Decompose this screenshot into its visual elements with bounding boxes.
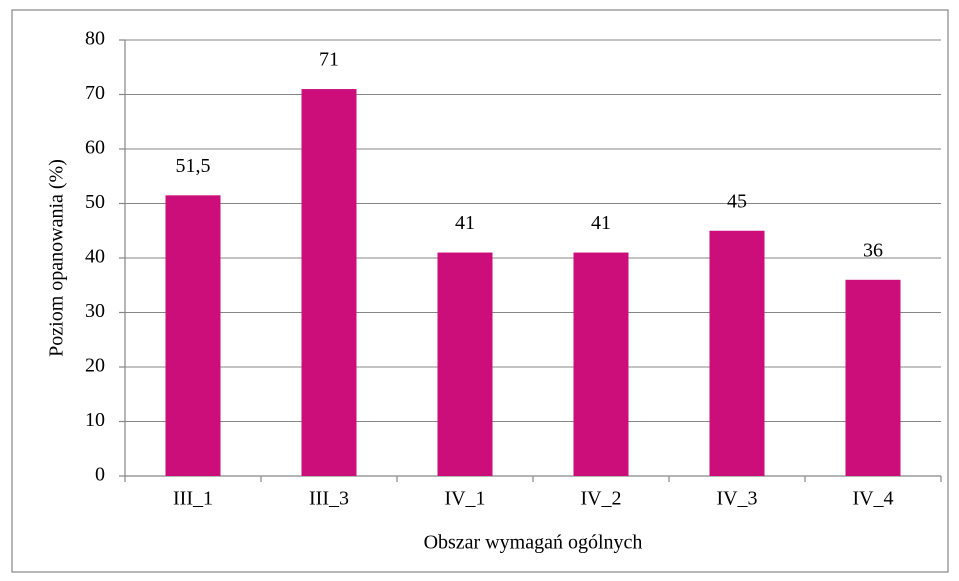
- x-tick-label: IV_4: [852, 488, 893, 510]
- data-label: 36: [863, 239, 883, 261]
- bar: [437, 252, 493, 476]
- data-label: 41: [591, 212, 611, 234]
- bar: [709, 230, 765, 476]
- bar: [165, 195, 221, 476]
- x-tick-label: IV_3: [716, 488, 757, 510]
- x-tick-label: III_3: [309, 488, 349, 510]
- y-tick-label: 30: [85, 300, 105, 322]
- data-label: 41: [455, 212, 475, 234]
- data-label: 51,5: [176, 155, 211, 177]
- chart-border: [11, 9, 949, 573]
- y-tick-label: 20: [85, 355, 105, 377]
- x-tick-label: IV_2: [580, 488, 621, 510]
- bar: [845, 279, 901, 476]
- y-tick-label: 50: [85, 191, 105, 213]
- y-tick-label: 40: [85, 246, 105, 268]
- bar: [573, 252, 629, 476]
- y-axis-title: Poziom opanowania (%): [46, 159, 68, 357]
- x-axis-title: Obszar wymagań ogólnych: [424, 532, 643, 554]
- y-tick-label: 10: [85, 409, 105, 431]
- y-tick-label: 0: [95, 464, 105, 486]
- x-tick-label: IV_1: [444, 488, 485, 510]
- data-label: 45: [727, 190, 747, 212]
- bar: [301, 89, 357, 477]
- y-tick-label: 70: [85, 82, 105, 104]
- y-tick-label: 60: [85, 137, 105, 159]
- y-tick-label: 80: [85, 28, 105, 50]
- data-label: 71: [319, 49, 339, 71]
- x-tick-label: III_1: [173, 488, 213, 510]
